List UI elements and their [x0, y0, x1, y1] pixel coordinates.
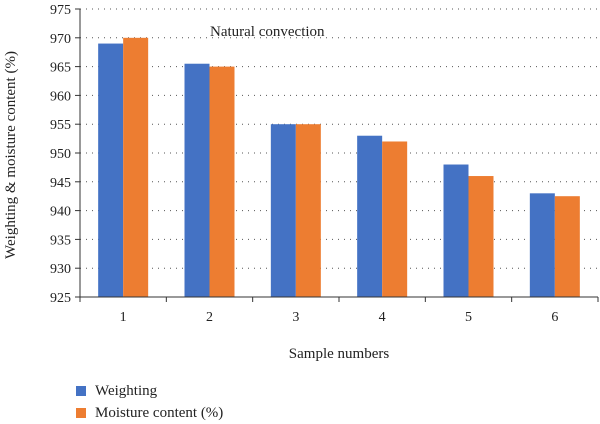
legend-label-weighting: Weighting: [95, 382, 158, 399]
legend-swatch-weighting: [76, 386, 86, 396]
bar-weighting-3: [270, 124, 296, 297]
legend-swatch-moisture: [76, 408, 86, 418]
bar-moisture-6: [554, 196, 580, 297]
y-tick-label: 950: [50, 147, 71, 162]
bar-moisture-1: [123, 37, 149, 298]
x-tick-label: 6: [551, 310, 558, 325]
y-tick-label: 930: [50, 262, 71, 277]
legend: Weighting Moisture content (%): [76, 380, 223, 424]
y-tick-label: 965: [50, 61, 71, 76]
y-tick-label: 940: [50, 205, 71, 220]
y-tick-label: 975: [50, 3, 71, 18]
legend-label-moisture: Moisture content (%): [95, 404, 224, 421]
bar-moisture-4: [382, 141, 408, 297]
legend-item-moisture: Moisture content (%): [76, 402, 223, 424]
bar-weighting-2: [184, 63, 210, 297]
y-axis-title: Weighting & moisture content (%): [3, 51, 19, 259]
y-tick-label: 970: [50, 32, 71, 47]
x-tick-label: 1: [120, 310, 127, 325]
y-tick-label: 960: [50, 89, 71, 104]
x-tick-label: 2: [206, 310, 213, 325]
y-tick-label: 935: [50, 233, 71, 248]
gridlines: [80, 8, 598, 269]
x-tick-label: 3: [292, 310, 299, 325]
y-tick-label: 955: [50, 118, 71, 133]
bar-weighting-4: [357, 135, 383, 297]
y-tick-label: 945: [50, 176, 71, 191]
bars: [98, 37, 580, 298]
bar-moisture-2: [209, 66, 235, 297]
chart-annotation: Natural convection: [210, 24, 325, 40]
x-tick-label: 5: [465, 310, 472, 325]
bar-weighting-1: [98, 43, 124, 298]
x-tick-label: 4: [379, 310, 386, 325]
legend-item-weighting: Weighting: [76, 380, 223, 402]
axes: 925 930 935 940 945 950 955 960 965 970 975 1 2 3 4 5 6: [50, 3, 599, 325]
x-axis-title: Sample numbers: [289, 346, 390, 362]
y-tick-label: 925: [50, 291, 71, 306]
bar-moisture-3: [295, 124, 321, 297]
bar-weighting-6: [529, 193, 555, 297]
bar-moisture-5: [468, 176, 494, 297]
bar-weighting-5: [443, 164, 469, 297]
